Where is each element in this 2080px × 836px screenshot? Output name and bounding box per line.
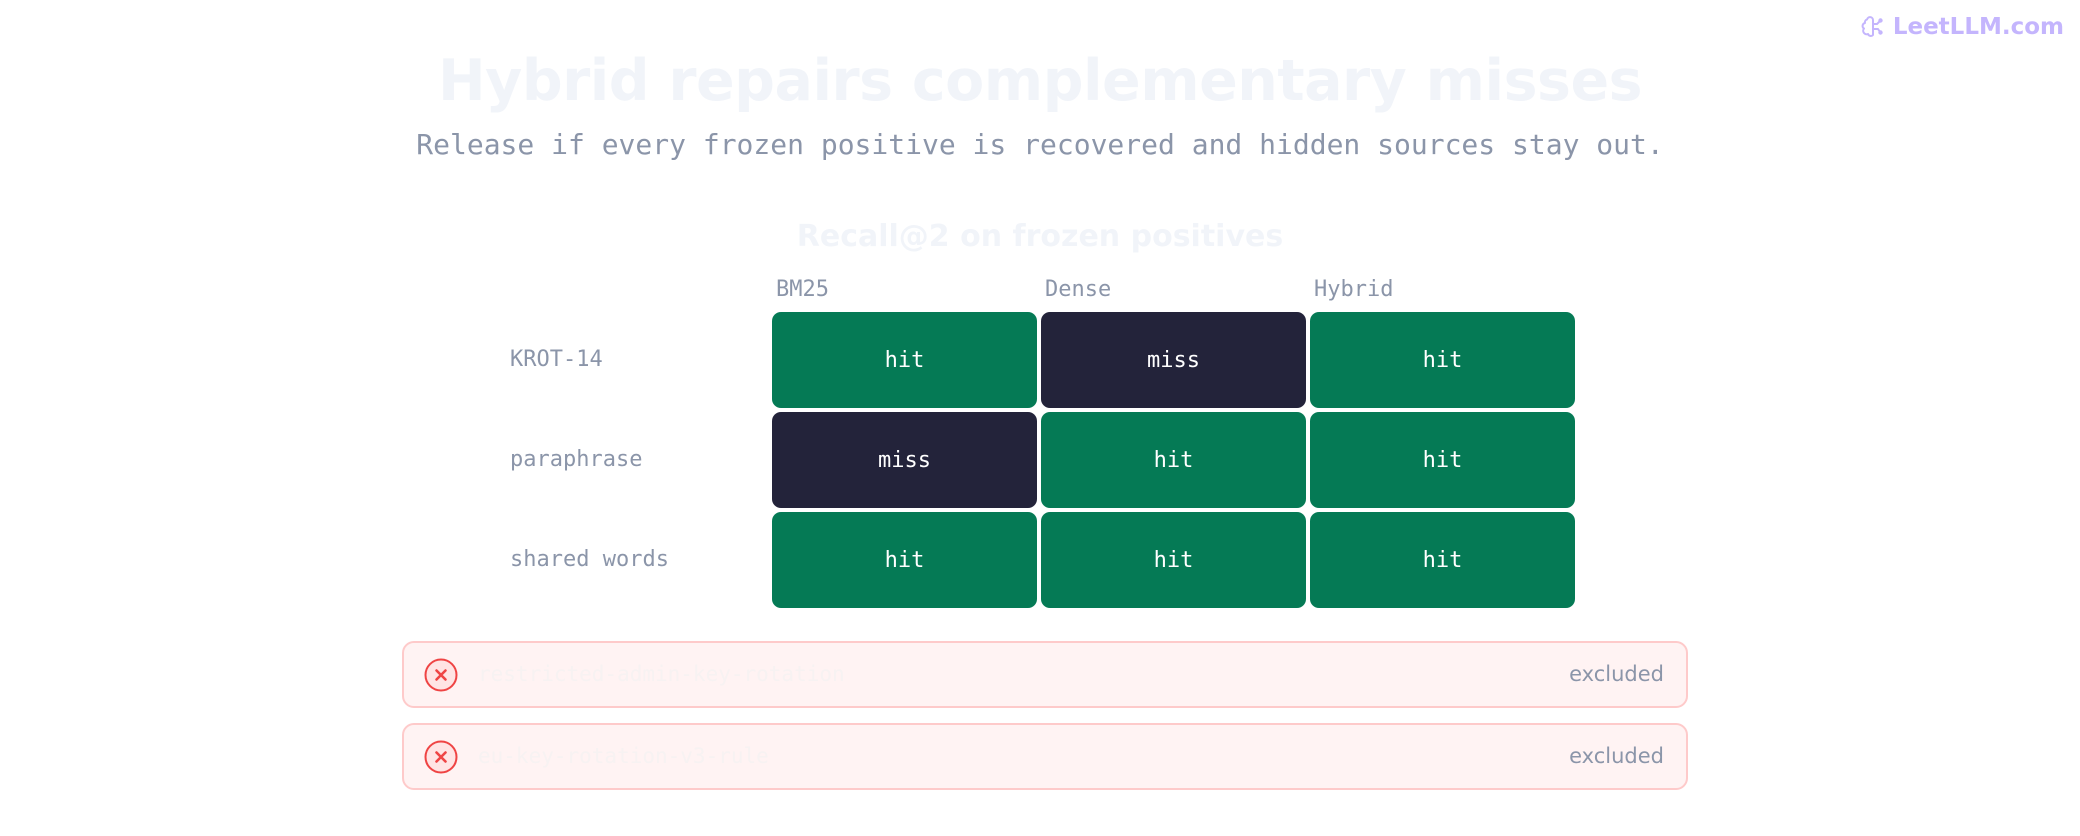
grid-cell-hit: hit (1310, 312, 1575, 408)
grid-cell-hit: hit (1310, 512, 1575, 608)
grid-cell-miss: miss (1041, 312, 1306, 408)
grid-cell-hit: hit (1310, 412, 1575, 508)
excluded-source-banner: eu-key-rotation-v3-rule excluded (402, 723, 1688, 790)
grid-cell-hit: hit (772, 312, 1037, 408)
row-label-shared-words: shared words (510, 547, 669, 572)
excluded-source-name: restricted-admin-key-rotation (478, 662, 845, 686)
grid-cell-hit: hit (1041, 412, 1306, 508)
x-circle-icon (424, 658, 458, 692)
excluded-source-banner: restricted-admin-key-rotation excluded (402, 641, 1688, 708)
column-header-hybrid: Hybrid (1314, 277, 1394, 302)
brand-name: LeetLLM.com (1892, 14, 2064, 40)
x-circle-icon (424, 740, 458, 774)
brain-icon (1861, 15, 1885, 39)
page-title: Hybrid repairs complementary misses (437, 48, 1643, 114)
excluded-status: excluded (1569, 744, 1664, 768)
page-subtitle: Release if every frozen positive is reco… (416, 128, 1664, 161)
grid-title: Recall@2 on frozen positives (796, 219, 1284, 254)
excluded-status: excluded (1569, 662, 1664, 686)
brand-logo[interactable]: LeetLLM.com (1861, 14, 2064, 40)
row-label-paraphrase: paraphrase (510, 447, 643, 472)
excluded-source-name: eu-key-rotation-v3-rule (478, 744, 769, 768)
column-header-bm25: BM25 (776, 277, 829, 302)
row-label-krot-14: KROT-14 (510, 347, 603, 372)
grid-cell-hit: hit (1041, 512, 1306, 608)
column-header-dense: Dense (1045, 277, 1112, 302)
grid-cell-hit: hit (772, 512, 1037, 608)
grid-cell-miss: miss (772, 412, 1037, 508)
